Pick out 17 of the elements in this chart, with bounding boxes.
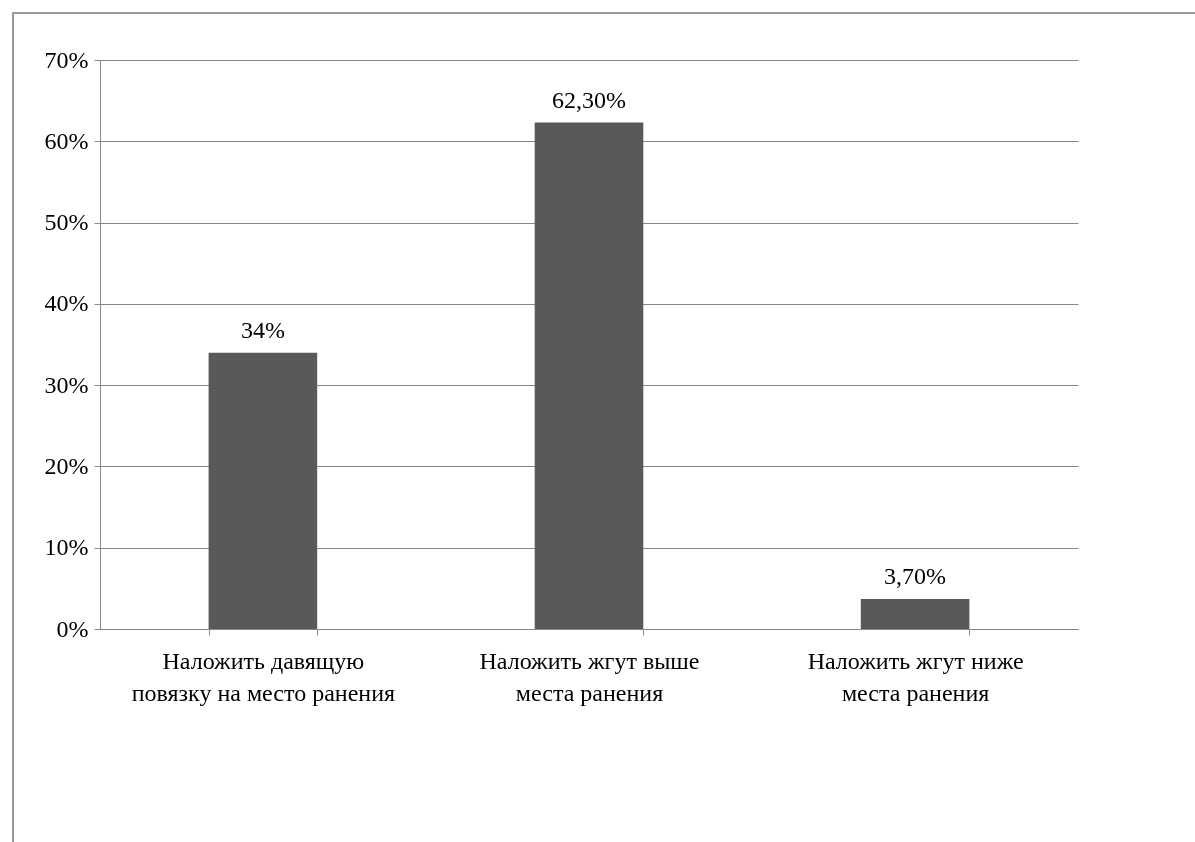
bar — [208, 352, 318, 629]
bar — [860, 598, 970, 629]
bar — [534, 122, 644, 629]
data-label: 3,70% — [884, 562, 947, 589]
y-tick-label: 50% — [44, 209, 89, 236]
data-label: 62,30% — [552, 86, 626, 113]
y-tick-label: 10% — [44, 534, 89, 561]
x-tick-label: Наложить давящую повязку на место ранения — [131, 647, 396, 706]
y-tick-label: 60% — [44, 127, 89, 154]
y-tick-label: 30% — [44, 371, 89, 398]
y-tick-label: 0% — [56, 615, 89, 642]
x-tick-label: Наложить жгут ниже места ранения — [807, 647, 1024, 706]
y-tick-label: 20% — [44, 452, 89, 479]
x-tick-label: Наложить жгут выше места ранения — [479, 647, 700, 706]
y-tick-label: 70% — [44, 46, 89, 73]
y-tick-label: 40% — [44, 290, 89, 317]
data-label: 34% — [240, 316, 285, 343]
